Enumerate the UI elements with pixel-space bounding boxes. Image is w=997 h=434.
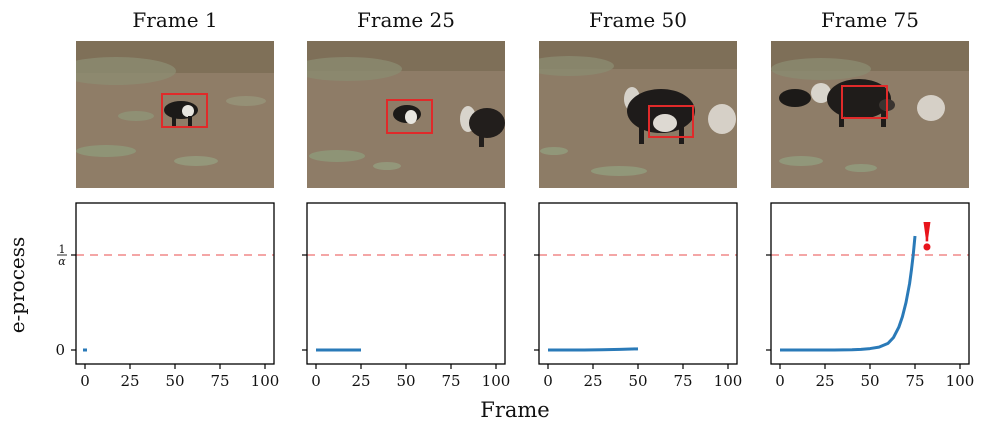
plot-frame <box>538 202 738 365</box>
x-tick-label: 100 <box>714 372 743 390</box>
panel-title: Frame 25 <box>357 8 455 32</box>
x-tick-label: 50 <box>860 372 879 390</box>
x-tick-label: 100 <box>251 372 280 390</box>
x-tick-label: 25 <box>120 372 139 390</box>
tracking-box <box>841 85 888 119</box>
x-axis-label: Frame <box>480 398 550 422</box>
alarm-icon: ! <box>919 214 936 259</box>
x-tick-label: 100 <box>946 372 975 390</box>
tracking-box <box>161 93 208 128</box>
x-tick-label: 0 <box>775 372 785 390</box>
x-tick-label: 75 <box>441 372 460 390</box>
plot-frame <box>75 202 275 365</box>
x-tick-label: 0 <box>543 372 553 390</box>
tracking-box <box>648 105 694 138</box>
x-tick-label: 25 <box>815 372 834 390</box>
x-tick-label: 25 <box>351 372 370 390</box>
x-tick-label: 75 <box>210 372 229 390</box>
y-tick-label: 0 <box>55 341 65 359</box>
panel-title: Frame 75 <box>821 8 919 32</box>
panel-title: Frame 50 <box>589 8 687 32</box>
x-tick-label: 0 <box>80 372 90 390</box>
x-tick-label: 50 <box>165 372 184 390</box>
y-tick-label: α <box>58 255 66 268</box>
y-tick-label: 1 <box>59 243 66 256</box>
frame-1-image <box>76 41 274 188</box>
frame-50-image <box>539 41 737 188</box>
e-process-curve <box>548 347 639 352</box>
x-tick-label: 25 <box>583 372 602 390</box>
x-tick-label: 50 <box>396 372 415 390</box>
plot-frame <box>306 202 506 365</box>
panel-title: Frame 1 <box>132 8 218 32</box>
x-tick-label: 75 <box>673 372 692 390</box>
x-tick-label: 50 <box>628 372 647 390</box>
frame-75-image <box>771 41 969 188</box>
x-tick-label: 100 <box>482 372 511 390</box>
plot-frame <box>770 202 970 365</box>
x-tick-label: 0 <box>311 372 321 390</box>
frame-25-image <box>307 41 505 188</box>
e-process-curve <box>780 235 917 352</box>
x-tick-label: 75 <box>905 372 924 390</box>
tracking-box <box>386 99 433 134</box>
